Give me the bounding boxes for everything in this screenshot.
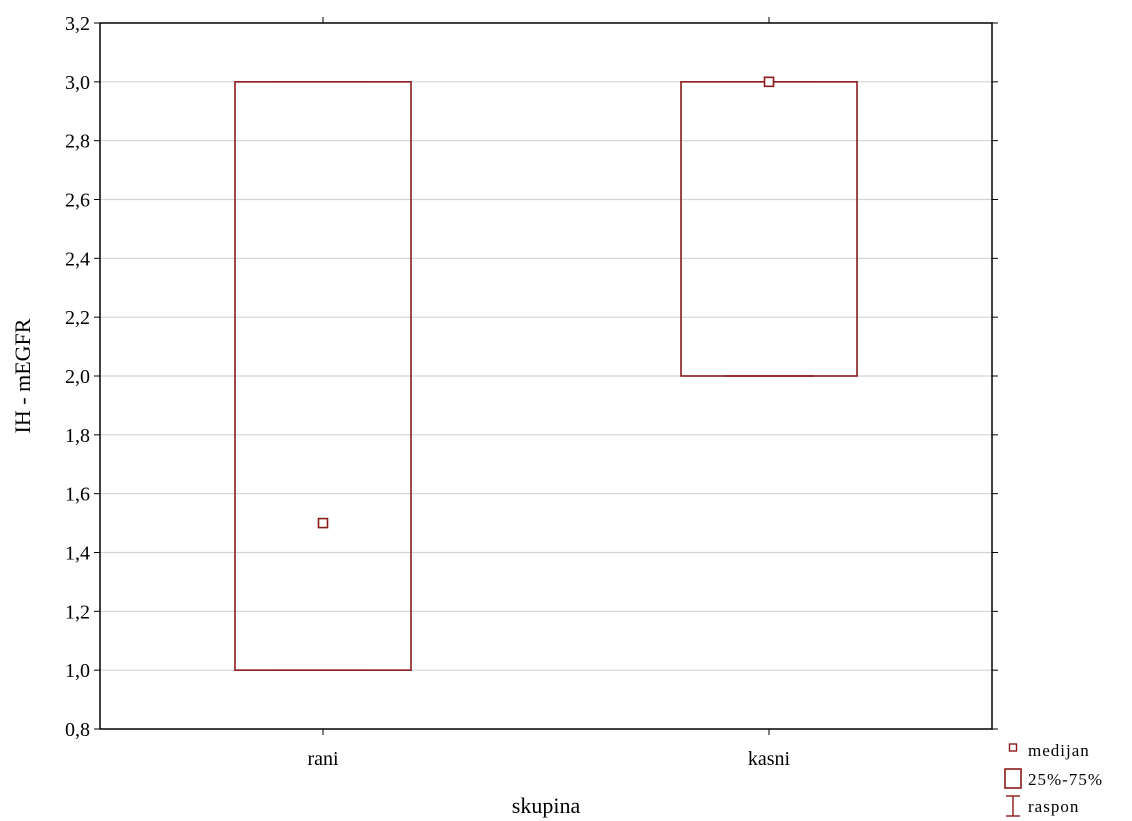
- y-tick-label: 2,0: [65, 366, 90, 388]
- legend: medijan 25%-75% raspon: [1004, 741, 1103, 817]
- legend-label: raspon: [1028, 797, 1079, 816]
- y-axis-title: IH - mEGFR: [10, 318, 35, 433]
- x-axis-title: skupina: [512, 793, 581, 818]
- y-tick-label: 2,2: [65, 307, 90, 329]
- box-group-kasni: [680, 76, 858, 377]
- y-tick-label: 3,2: [65, 13, 90, 35]
- x-tick-label: kasni: [748, 748, 791, 770]
- box-group-rani: [234, 81, 412, 671]
- x-tick-label: rani: [307, 748, 339, 770]
- y-tick-label: 2,4: [65, 248, 90, 270]
- iqr-box: [234, 81, 412, 671]
- y-tick-label: 2,8: [65, 131, 90, 153]
- y-tick-label: 3,0: [65, 72, 90, 94]
- median-marker: [763, 76, 775, 88]
- legend-label: medijan: [1028, 741, 1090, 760]
- grid-lines: [100, 81, 992, 671]
- y-axis-ticks: 0,8 1,0 1,2 1,4 1,6 1,8 2,0 2,2 2,4 2,6 2,8 3,0 3,2: [65, 13, 998, 741]
- legend-box-icon: [1004, 768, 1022, 789]
- y-tick-label: 1,2: [65, 601, 90, 623]
- legend-label: 25%-75%: [1028, 770, 1103, 789]
- y-tick-label: 2,6: [65, 190, 90, 212]
- x-axis-ticks: rani kasni: [307, 17, 791, 770]
- y-tick-label: 1,0: [65, 660, 90, 682]
- box-plot-groups: [234, 76, 858, 671]
- y-tick-label: 1,4: [65, 543, 90, 565]
- y-tick-label: 0,8: [65, 719, 90, 741]
- median-marker: [317, 517, 329, 529]
- y-tick-label: 1,8: [65, 425, 90, 447]
- legend-median-icon: [1008, 743, 1018, 752]
- iqr-box: [680, 81, 858, 377]
- y-tick-label: 1,6: [65, 484, 90, 506]
